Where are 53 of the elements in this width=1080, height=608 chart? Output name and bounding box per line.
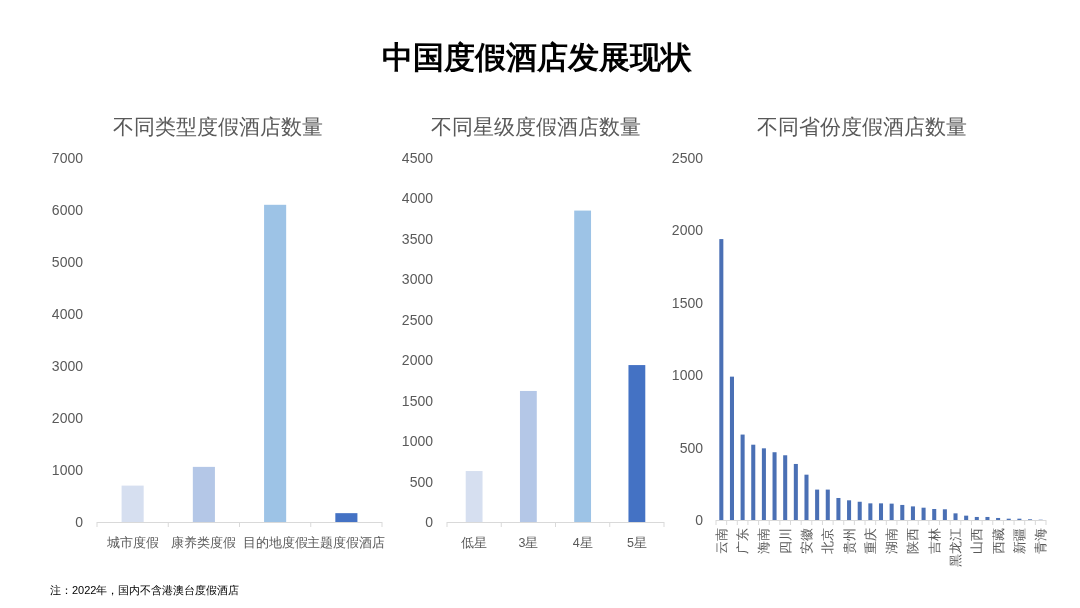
y-tick-label: 4000 (401, 190, 433, 207)
x-tick-label: 城市度假 (106, 536, 159, 550)
x-tick-label: 青海 (1033, 528, 1049, 554)
x-tick-label: 5星 (626, 536, 647, 550)
y-tick-label: 4000 (51, 306, 83, 322)
x-tick-label: 云南 (713, 528, 729, 554)
y-tick-label: 5000 (51, 254, 83, 270)
y-tick-label: 1000 (51, 462, 83, 478)
x-tick-label: 3星 (518, 536, 539, 550)
y-tick-label: 1000 (401, 433, 433, 450)
page-title: 中国度假酒店发展现状 (382, 40, 692, 75)
y-tick-label: 3500 (401, 230, 433, 247)
x-tick-label: 安徽 (799, 528, 814, 554)
x-tick-label: 康养类度假 (171, 536, 237, 550)
x-tick-label: 海南 (756, 528, 772, 554)
x-tick-label: 主题度假酒店 (307, 536, 386, 550)
y-tick-label: 3000 (401, 271, 433, 288)
y-tick-label: 4500 (401, 150, 433, 166)
y-tick-label: 1500 (401, 392, 433, 409)
y-tick-label: 2000 (51, 410, 83, 426)
y-tick-label: 0 (695, 512, 703, 528)
x-tick-label: 吉林 (926, 528, 942, 554)
chart-title: 不同星级度假酒店数量 (431, 115, 641, 138)
x-tick-label: 黑龙江 (948, 528, 963, 567)
y-tick-label: 0 (425, 514, 433, 530)
y-tick-label: 0 (75, 514, 83, 530)
y-tick-label: 6000 (51, 202, 83, 218)
x-tick-label: 西藏 (990, 528, 1006, 554)
y-tick-label: 2500 (671, 150, 703, 166)
y-tick-label: 2000 (401, 352, 433, 369)
y-tick-label: 7000 (51, 150, 83, 166)
x-tick-label: 山西 (969, 528, 985, 554)
x-tick-label: 新疆 (1011, 528, 1027, 554)
y-tick-label: 3000 (51, 358, 83, 374)
x-tick-label: 广东 (735, 528, 751, 554)
x-tick-label: 湖南 (884, 528, 900, 554)
x-tick-label: 北京 (820, 528, 836, 554)
y-tick-label: 500 (409, 473, 433, 490)
chart-title: 不同类型度假酒店数量 (113, 115, 323, 138)
x-tick-label: 重庆 (862, 528, 878, 554)
y-tick-label: 1000 (671, 367, 703, 384)
note: 注：2022年，国内不含港澳台度假酒店 (50, 584, 240, 596)
x-tick-label: 4星 (572, 536, 593, 550)
y-tick-label: 2000 (671, 222, 703, 239)
x-tick-label: 贵州 (841, 528, 857, 554)
y-tick-label: 2500 (401, 311, 433, 328)
chart-title: 不同省份度假酒店数量 (757, 115, 967, 138)
x-tick-label: 目的地度假 (242, 536, 308, 550)
x-tick-label: 陕西 (905, 528, 921, 554)
y-tick-label: 1500 (671, 294, 703, 311)
y-tick-label: 500 (679, 439, 703, 456)
x-tick-label: 低星 (461, 536, 488, 550)
x-tick-label: 四川 (777, 528, 793, 554)
